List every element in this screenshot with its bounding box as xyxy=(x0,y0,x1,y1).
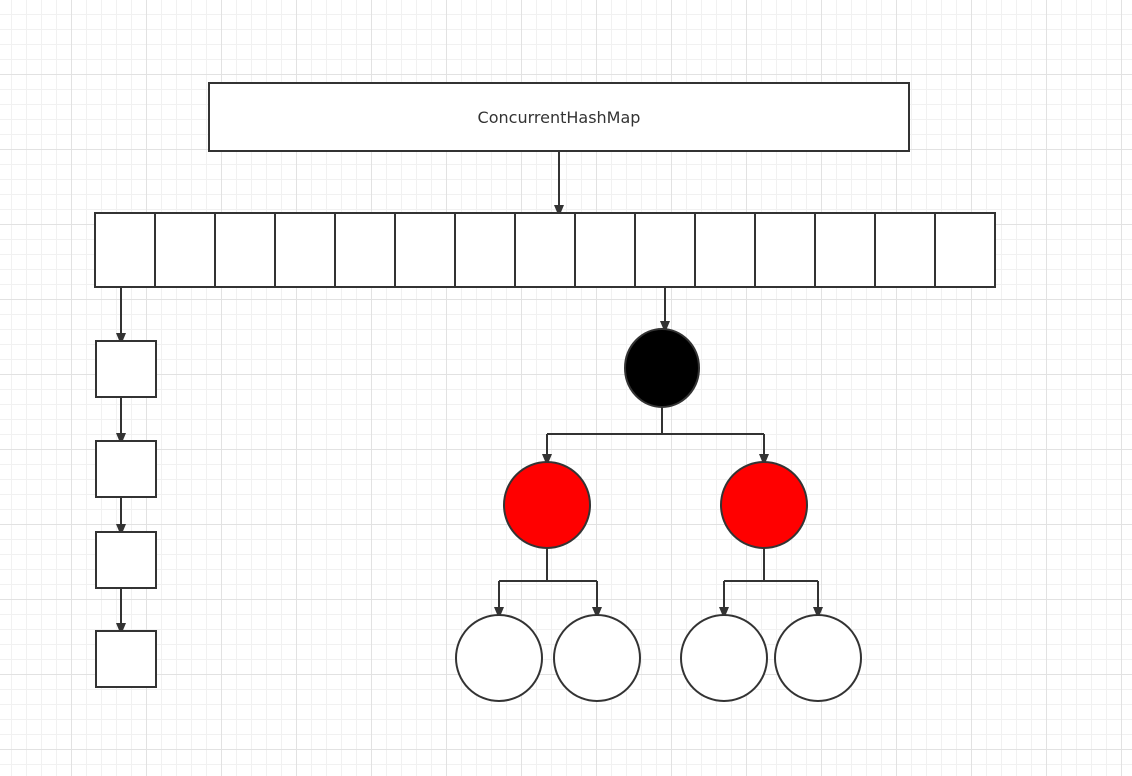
linked-list xyxy=(95,287,157,688)
bucket-cell xyxy=(94,212,156,288)
tree-red-node xyxy=(720,461,808,549)
list-node xyxy=(95,630,157,688)
concurrenthashmap-box: ConcurrentHashMap xyxy=(208,82,910,152)
bucket-cell xyxy=(574,212,636,288)
bucket-cell xyxy=(814,212,876,288)
bucket-cell xyxy=(154,212,216,288)
concurrenthashmap-label: ConcurrentHashMap xyxy=(478,108,641,127)
red-black-tree xyxy=(455,287,862,702)
bucket-cell xyxy=(394,212,456,288)
tree-leaf-node xyxy=(774,614,862,702)
concurrenthashmap-box-frame xyxy=(208,82,910,152)
list-node xyxy=(95,340,157,398)
bucket-cell xyxy=(634,212,696,288)
bucket-cell xyxy=(934,212,996,288)
list-node xyxy=(95,531,157,589)
bucket-array xyxy=(94,212,996,288)
tree-root-node xyxy=(624,328,700,408)
bucket-cell xyxy=(334,212,396,288)
list-node xyxy=(95,440,157,498)
bucket-cell xyxy=(754,212,816,288)
bucket-cell xyxy=(514,212,576,288)
tree-leaf-node xyxy=(680,614,768,702)
bucket-cell xyxy=(874,212,936,288)
bucket-cell xyxy=(694,212,756,288)
bucket-cell xyxy=(214,212,276,288)
tree-red-node xyxy=(503,461,591,549)
bucket-cell xyxy=(454,212,516,288)
tree-leaf-node xyxy=(553,614,641,702)
bucket-cell xyxy=(274,212,336,288)
tree-leaf-node xyxy=(455,614,543,702)
